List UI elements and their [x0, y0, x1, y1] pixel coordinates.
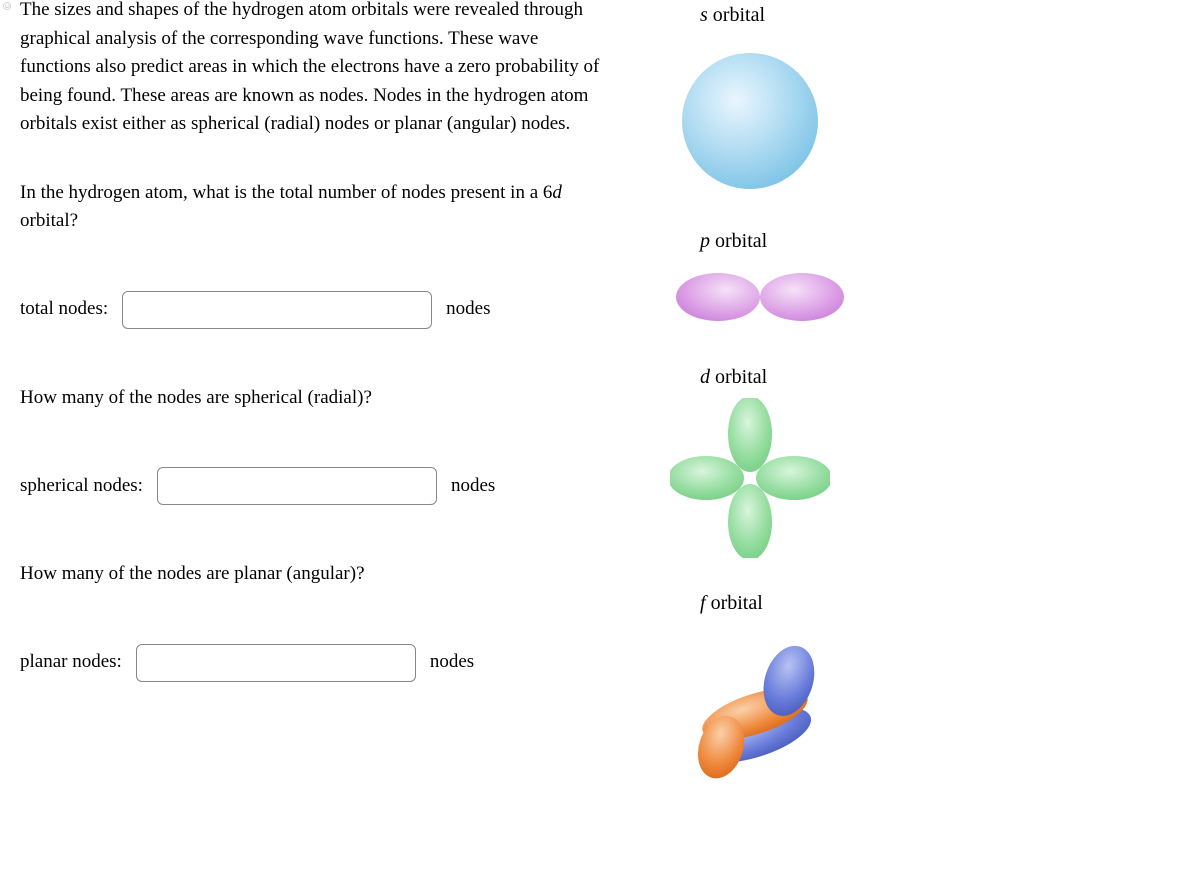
spherical-nodes-unit: nodes: [451, 472, 495, 501]
planar-nodes-label: planar nodes:: [20, 648, 122, 677]
d-orbital-label: d orbital: [670, 362, 1180, 392]
intro-paragraph: The sizes and shapes of the hydrogen ato…: [20, 0, 610, 139]
s-letter: s: [700, 4, 708, 26]
planar-nodes-input[interactable]: [136, 644, 416, 682]
p-word: orbital: [710, 230, 767, 252]
d-orbital-block: d orbital: [670, 362, 1180, 558]
s-orbital-icon: [670, 36, 830, 196]
s-orbital-block: s orbital: [670, 0, 1180, 196]
question-total: In the hydrogen atom, what is the total …: [20, 179, 610, 236]
spherical-nodes-label: spherical nodes:: [20, 472, 143, 501]
q1-suffix: orbital?: [20, 210, 78, 231]
q1-italic: d: [552, 182, 562, 203]
f-orbital-icon: [670, 624, 840, 794]
question-planar: How many of the nodes are planar (angula…: [20, 560, 610, 589]
q1-prefix: In the hydrogen atom, what is the total …: [20, 182, 552, 203]
planar-nodes-unit: nodes: [430, 648, 474, 677]
copyright-watermark: © Macmillan Learning: [0, 0, 17, 10]
spherical-nodes-input[interactable]: [157, 467, 437, 505]
s-word: orbital: [708, 4, 765, 26]
total-nodes-label: total nodes:: [20, 295, 108, 324]
p-orbital-block: p orbital: [670, 226, 1180, 332]
right-column: s orbital p orbital: [610, 0, 1180, 824]
total-nodes-input[interactable]: [122, 291, 432, 329]
question-spherical: How many of the nodes are spherical (rad…: [20, 384, 610, 413]
intro-text: The sizes and shapes of the hydrogen ato…: [20, 0, 610, 139]
s-orbital-label: s orbital: [670, 0, 1180, 30]
d-letter: d: [700, 366, 710, 388]
p-orbital-label: p orbital: [670, 226, 1180, 256]
d-word: orbital: [710, 366, 767, 388]
p-orbital-icon: [670, 262, 850, 332]
p-letter: p: [700, 230, 710, 252]
left-column: The sizes and shapes of the hydrogen ato…: [20, 0, 610, 824]
f-orbital-block: f orbital: [670, 588, 1180, 794]
f-word: orbital: [706, 592, 763, 614]
f-orbital-label: f orbital: [670, 588, 1180, 618]
d-orbital-icon: [670, 398, 830, 558]
total-nodes-unit: nodes: [446, 295, 490, 324]
